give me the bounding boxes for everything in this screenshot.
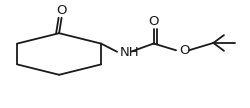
Text: O: O (56, 4, 67, 17)
Text: O: O (148, 15, 159, 28)
Text: O: O (180, 44, 190, 57)
Text: NH: NH (120, 46, 139, 59)
